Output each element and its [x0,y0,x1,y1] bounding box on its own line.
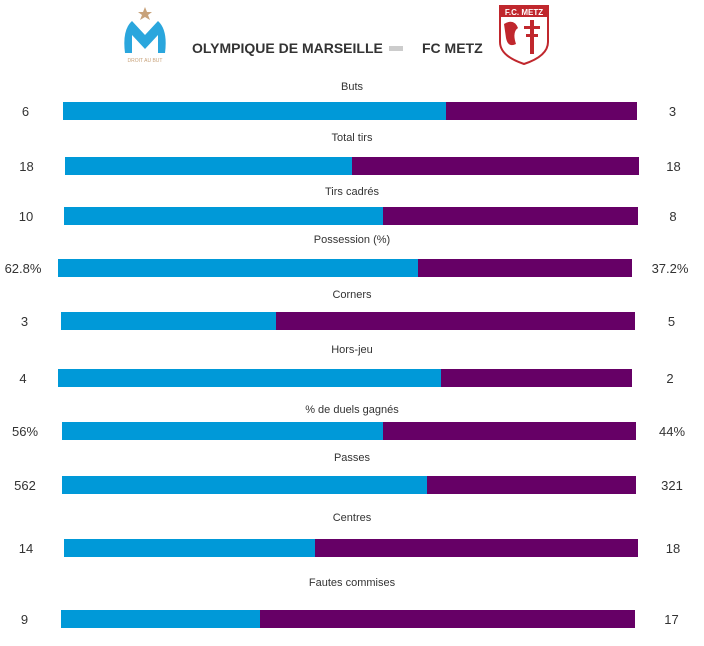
stat-bar [65,157,639,175]
home-bar [61,312,277,330]
stat-label: Total tirs [331,132,373,144]
stat-label: Tirs cadrés [325,186,379,198]
away-value: 2 [666,371,674,386]
home-bar [65,157,352,175]
home-value: 3 [20,314,29,329]
home-bar [62,476,428,494]
stat-label: Corners [332,289,372,301]
stat-bar [58,369,632,387]
away-value: 44% [658,424,686,439]
away-bar [445,102,637,120]
score-separator [389,46,403,51]
stat-bar [64,207,638,225]
home-bar [62,422,384,440]
away-value: 17 [664,612,679,627]
stat-bar [58,259,632,277]
away-bar [427,476,636,494]
home-value: 6 [21,104,30,119]
away-value: 8 [669,209,677,224]
stat-label: Centres [332,512,372,524]
stat-bar [64,539,638,557]
home-team-name: OLYMPIQUE DE MARSEILLE [192,40,383,56]
away-bar [276,312,635,330]
away-bar [383,422,636,440]
home-value: 18 [19,159,34,174]
home-bar [58,369,441,387]
home-bar [61,610,260,628]
stat-bar [62,476,636,494]
stat-bar [61,610,635,628]
away-value: 321 [661,478,683,493]
away-value: 18 [666,159,681,174]
stat-label: Buts [340,81,363,93]
stat-bar [63,102,637,120]
away-team-name: FC METZ [422,40,483,56]
home-value: 14 [18,541,34,556]
stat-label: Possession (%) [313,234,391,246]
stat-label: Fautes commises [308,577,396,589]
home-bar [64,207,383,225]
marseille-logo: DROIT AU BUT [124,7,166,64]
match-header: DROIT AU BUT OLYMPIQUE DE MARSEILLE FC M… [0,0,704,70]
stat-bar [61,312,635,330]
away-value: 5 [667,314,676,329]
stat-label: Hors-jeu [331,344,373,356]
away-value: 37.2% [651,261,689,276]
stat-label: % de duels gagnés [305,404,399,416]
away-bar [315,539,638,557]
away-bar [418,259,632,277]
stat-bar [62,422,636,440]
home-bar [63,102,446,120]
away-bar [440,369,632,387]
home-bar [64,539,316,557]
svg-text:DROIT AU BUT: DROIT AU BUT [128,58,163,64]
metz-logo: F.C. METZ [499,5,549,66]
away-bar [259,610,635,628]
home-value: 62.8% [4,261,42,276]
home-value: 4 [19,371,27,386]
away-value: 18 [665,541,681,556]
stat-label: Passes [333,452,371,464]
home-value: 10 [18,209,34,224]
home-value: 562 [14,478,36,493]
svg-text:F.C. METZ: F.C. METZ [505,8,543,17]
home-value: 9 [20,612,29,627]
away-bar [352,157,639,175]
home-bar [58,259,419,277]
away-bar [382,207,638,225]
away-value: 3 [668,104,677,119]
home-value: 56% [11,424,39,439]
